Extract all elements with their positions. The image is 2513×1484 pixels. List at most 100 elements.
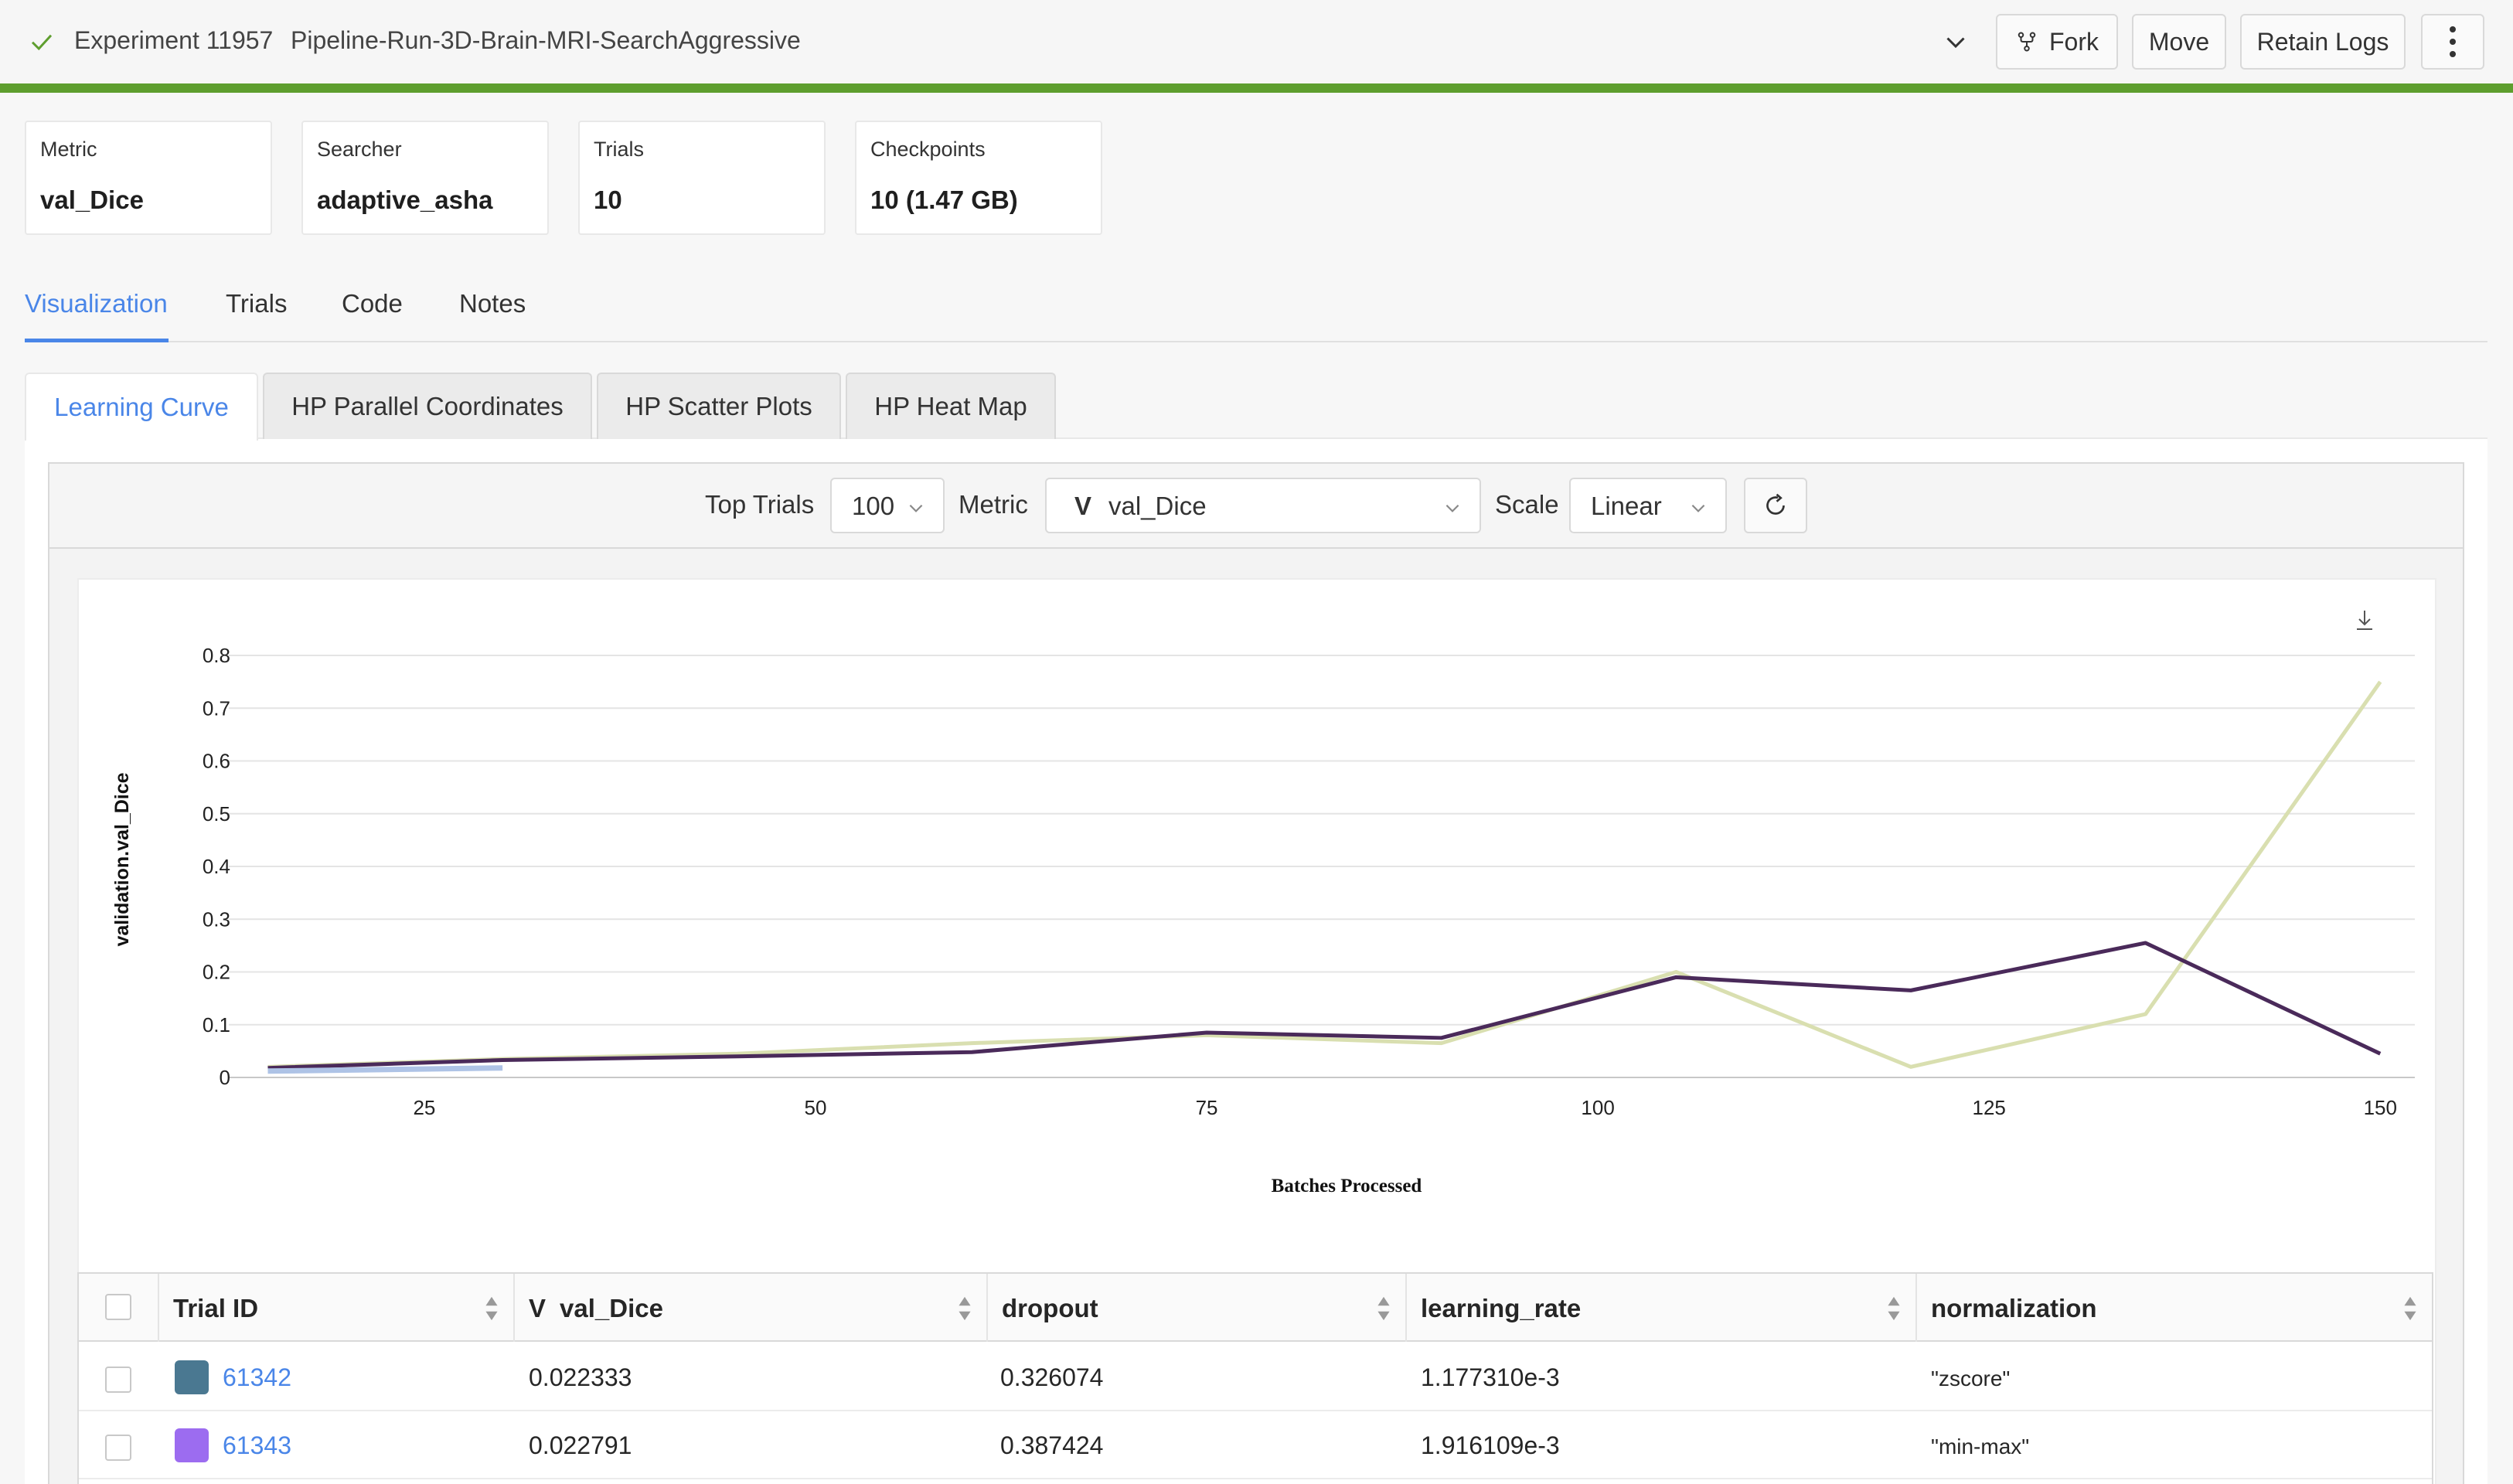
y-tick-label: 0.8 [203,644,230,667]
column-label: learning_rate [1421,1294,1582,1322]
move-button[interactable]: Move [2132,14,2226,70]
card-label: Checkpoints [870,138,986,161]
experiment-name[interactable]: Pipeline-Run-3D-Brain-MRI-SearchAggressi… [291,26,801,54]
val-dice-cell: 0.022333 [529,1363,632,1391]
series-line[interactable] [267,1065,503,1074]
dropout-cell: 0.326074 [1000,1363,1104,1391]
column-label: Trial ID [173,1294,259,1322]
x-tick-labels: 25 50 75 100 125 150 [413,1096,2397,1119]
y-axis-label: validation.val_Dice [111,772,133,946]
more-options-button[interactable] [2421,14,2484,70]
tab-trials[interactable]: Trials [226,289,288,318]
x-tick-label: 150 [2364,1096,2397,1119]
y-tick-label: 0.4 [203,855,230,878]
metric-select[interactable]: V val_Dice [1045,478,1481,533]
select-all-checkbox[interactable] [105,1294,131,1320]
x-tick-label: 25 [413,1096,435,1119]
reset-button[interactable] [1744,478,1807,533]
fork-button[interactable]: Fork [1996,14,2118,70]
metric-type-badge: V [1074,492,1092,520]
scale-select[interactable]: Linear [1569,478,1727,533]
metric-card: Metric val_Dice [25,121,272,235]
y-tick-labels: 0 0.1 0.2 0.3 0.4 0.5 0.6 0.7 0.8 [203,644,230,1089]
trial-id-link[interactable]: 61343 [223,1431,291,1459]
y-tick-label: 0.2 [203,961,230,984]
normalization-cell: "min-max" [1931,1435,2030,1458]
trials-card: Trials 10 [578,121,826,235]
top-trials-label: Top Trials [705,490,815,519]
x-tick-label: 75 [1196,1096,1218,1119]
y-tick-label: 0.6 [203,750,230,773]
row-checkbox[interactable] [105,1367,131,1393]
y-tick-label: 0.5 [203,802,230,825]
learning-rate-cell: 1.177310e-3 [1421,1363,1560,1391]
check-icon [31,34,53,51]
card-value: 10 [594,186,622,214]
sort-icon[interactable] [484,1295,499,1322]
series-line[interactable] [267,941,2382,1070]
series-line[interactable] [267,680,2382,1069]
tab-notes[interactable]: Notes [459,289,526,318]
experiment-id: Experiment 11957 [74,26,274,54]
table-row[interactable]: 61342 0.022333 0.326074 1.177310e-3 "zsc… [79,1343,2432,1411]
more-vertical-icon [2450,26,2456,57]
x-tick-label: 100 [1581,1096,1614,1119]
metric-label: Metric [959,490,1028,519]
y-tick-label: 0 [220,1066,230,1089]
fork-label: Fork [2049,27,2099,56]
chart-series[interactable] [267,680,2382,1074]
top-trials-select[interactable]: 100 [830,478,945,533]
top-trials-value: 100 [852,492,895,520]
card-value: 10 (1.47 GB) [870,186,1018,214]
tab-code[interactable]: Code [342,289,403,318]
tabs-divider [25,341,2487,342]
x-tick-label: 50 [805,1096,827,1119]
table-row[interactable]: 61343 0.022791 0.387424 1.916109e-3 "min… [79,1411,2432,1479]
learning-curve-chart[interactable]: 0 0.1 0.2 0.3 0.4 0.5 0.6 0.7 0.8 25 50 75 100 125 15… [79,580,2435,1484]
download-icon[interactable] [2357,611,2372,630]
status-bar [0,83,2513,93]
trial-color-swatch [175,1360,209,1394]
sort-icon[interactable] [1376,1295,1391,1322]
y-tick-label: 0.7 [203,696,230,720]
sort-icon[interactable] [1886,1295,1902,1322]
searcher-card: Searcher adaptive_asha [301,121,549,235]
active-tab-indicator [25,339,169,342]
sort-icon[interactable] [2402,1295,2418,1322]
chevron-down-icon[interactable] [1942,28,1970,56]
chevron-down-icon [909,504,923,512]
card-label: Trials [594,138,644,161]
card-value: val_Dice [40,186,144,214]
experiment-header: Experiment 11957 Pipeline-Run-3D-Brain-M… [0,0,2513,83]
dropout-cell: 0.387424 [1000,1431,1104,1459]
x-axis-label: Batches Processed [1272,1176,1422,1196]
move-label: Move [2148,27,2210,56]
card-label: Metric [40,138,97,161]
scale-value: Linear [1591,492,1662,520]
chart-toolbar: Top Trials 100 Metric V val_Dice Scale L… [49,464,2463,549]
metric-value: val_Dice [1108,492,1207,520]
column-label: normalization [1931,1294,2097,1322]
tab-learning-curve[interactable]: Learning Curve [25,373,258,441]
retain-logs-button[interactable]: Retain Logs [2240,14,2406,70]
column-trial-id[interactable]: Trial ID [158,1274,513,1342]
learning-rate-cell: 1.916109e-3 [1421,1431,1560,1459]
column-dropout[interactable]: dropout [986,1274,1405,1342]
column-normalization[interactable]: normalization [1915,1274,2432,1342]
column-learning-rate[interactable]: learning_rate [1405,1274,1915,1342]
tab-visualization[interactable]: Visualization [25,289,168,318]
sort-icon[interactable] [957,1295,972,1322]
chevron-down-icon [1691,504,1705,512]
tab-hp-scatter-plots[interactable]: HP Scatter Plots [597,373,841,439]
normalization-cell: "zscore" [1931,1367,2011,1390]
trial-id-link[interactable]: 61342 [223,1363,291,1391]
y-tick-label: 0.1 [203,1013,230,1036]
row-checkbox[interactable] [105,1435,131,1461]
fork-icon [2018,32,2036,52]
tab-hp-parallel-coordinates[interactable]: HP Parallel Coordinates [263,373,592,439]
tab-hp-heat-map[interactable]: HP Heat Map [846,373,1056,439]
